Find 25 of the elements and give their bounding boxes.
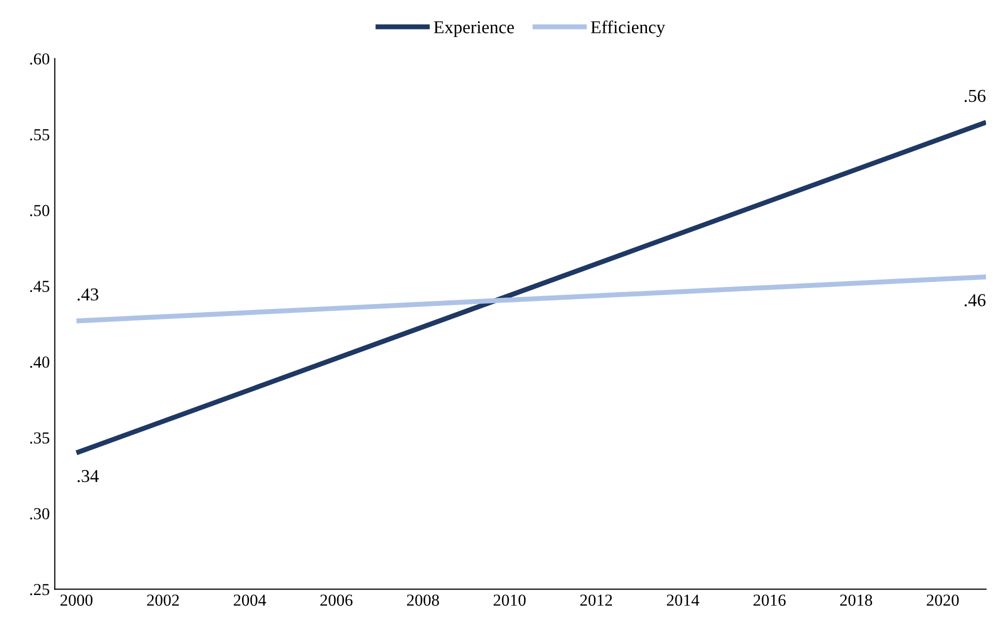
x-tick-label: 2018	[840, 594, 872, 606]
data-label: .43	[78, 288, 98, 301]
y-tick-label: .25	[30, 584, 50, 596]
x-tick-label: 2012	[580, 594, 612, 606]
legend-label: Experience	[434, 21, 514, 38]
y-tick-label: .50	[30, 204, 50, 216]
x-tick-label: 2010	[494, 594, 526, 606]
x-tick-label: 2002	[147, 594, 179, 606]
x-tick-label: 2016	[754, 594, 786, 606]
y-tick-label: .40	[30, 356, 50, 368]
data-label: .34	[78, 470, 99, 482]
y-tick-label: .30	[30, 508, 50, 520]
x-tick-label: 2008	[407, 594, 439, 606]
x-tick-label: 2000	[60, 594, 92, 606]
data-label: .46	[964, 294, 986, 306]
y-tick-label: .35	[30, 432, 50, 444]
x-tick-label: 2020	[926, 594, 959, 606]
legend-label: Efficiency	[590, 20, 666, 38]
x-tick-label: 2014	[666, 594, 700, 606]
y-tick-label: .55	[30, 129, 50, 140]
y-tick-label: .60	[30, 53, 50, 65]
data-label: .56	[964, 90, 986, 102]
x-tick-label: 2004	[234, 594, 266, 606]
x-tick-label: 2006	[320, 594, 352, 606]
y-tick-label: .45	[30, 280, 50, 292]
